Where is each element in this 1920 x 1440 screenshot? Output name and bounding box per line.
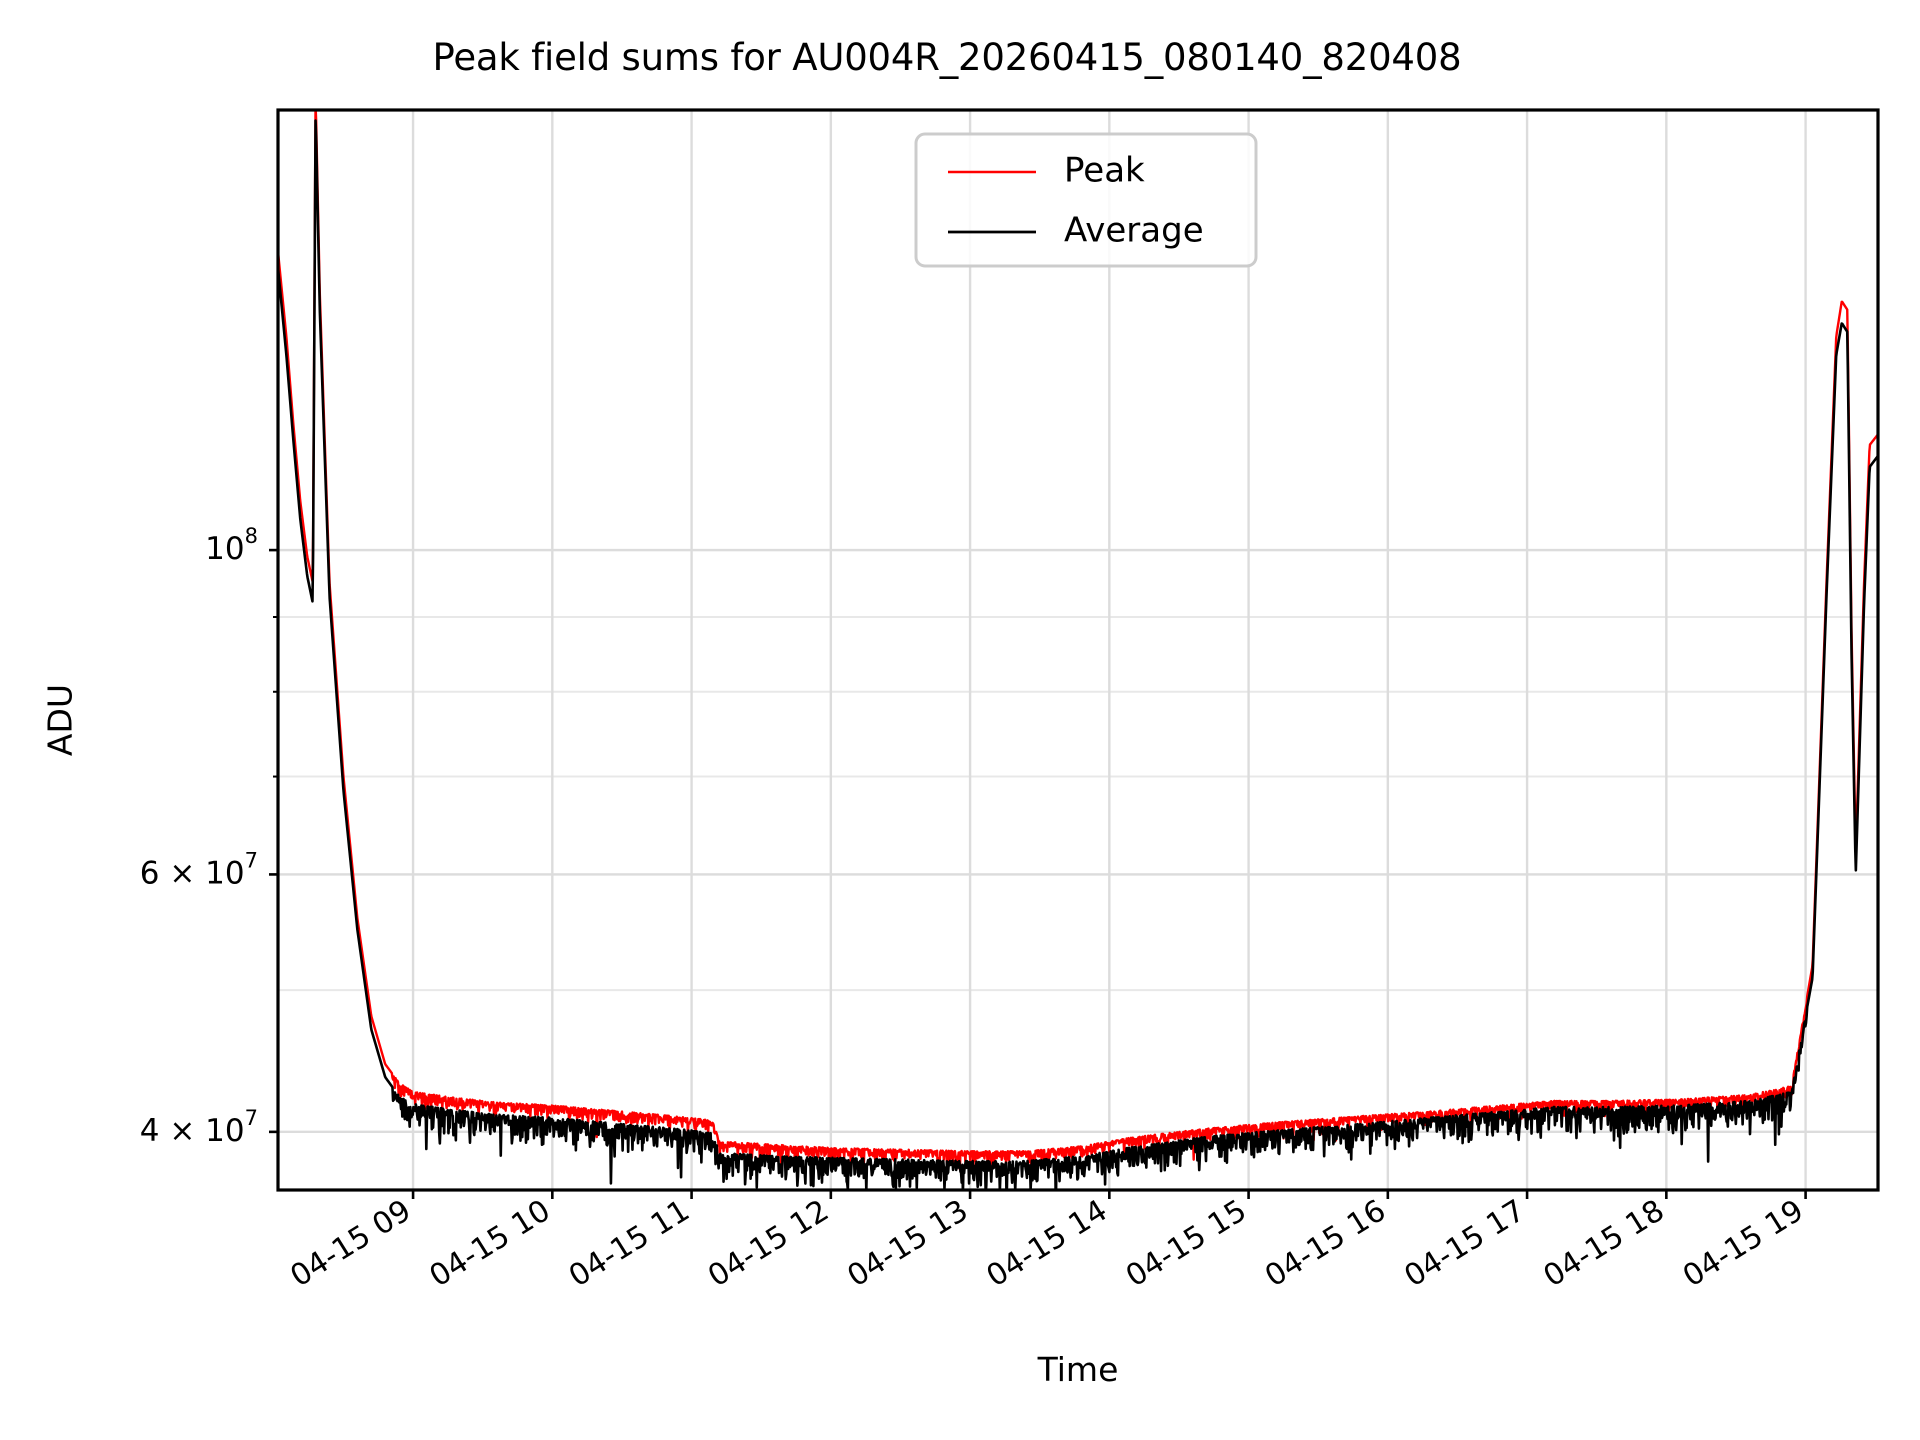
x-axis-ticks: 04-15 09 04-15 10 04-15 11 04-15 12 04-15 13… bbox=[284, 1190, 1810, 1294]
x-tick-label: 04-15 19 bbox=[1677, 1193, 1810, 1294]
chart-title: Peak field sums for AU004R_20260415_0801… bbox=[0, 36, 1920, 79]
x-tick-label: 04-15 13 bbox=[841, 1193, 974, 1294]
y-tick-label: 4 × 107 bbox=[140, 1106, 258, 1149]
x-axis-label-text: Time bbox=[1037, 1350, 1119, 1389]
chart-title-text: Peak field sums for AU004R_20260415_0801… bbox=[432, 36, 1462, 79]
axes-spines bbox=[276, 108, 1880, 1192]
x-tick-label: 04-15 17 bbox=[1398, 1193, 1531, 1294]
x-tick-label: 04-15 10 bbox=[424, 1193, 557, 1294]
y-axis-ticks: 108 6 × 107 4 × 107 bbox=[140, 524, 278, 1148]
chart-legend: Peak Average bbox=[914, 132, 1258, 268]
x-tick-label: 04-15 12 bbox=[702, 1193, 835, 1294]
legend-label-average: Average bbox=[1064, 211, 1204, 251]
x-tick-label: 04-15 11 bbox=[563, 1193, 696, 1294]
y-axis-label-text: ADU bbox=[40, 683, 80, 757]
plot-background bbox=[278, 110, 1878, 1190]
y-tick-label: 108 bbox=[205, 524, 258, 567]
legend-label-peak: Peak bbox=[1064, 151, 1145, 191]
y-axis-label: ADU bbox=[34, 0, 86, 1440]
series-line-average bbox=[278, 119, 1878, 1190]
x-tick-label: 04-15 16 bbox=[1259, 1193, 1392, 1294]
data-series-group bbox=[278, 110, 1878, 1190]
y-tick-label: 6 × 107 bbox=[140, 848, 258, 891]
x-axis-label: Time bbox=[278, 1350, 1878, 1389]
x-tick-label: 04-15 14 bbox=[981, 1193, 1114, 1294]
x-tick-label: 04-15 18 bbox=[1538, 1193, 1671, 1294]
grid-lines bbox=[278, 110, 1878, 1190]
x-tick-label: 04-15 09 bbox=[284, 1193, 417, 1294]
x-tick-label: 04-15 15 bbox=[1120, 1193, 1253, 1294]
